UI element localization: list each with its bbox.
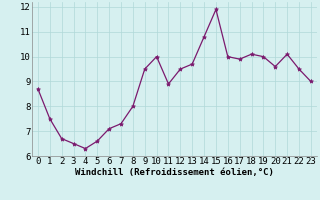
- X-axis label: Windchill (Refroidissement éolien,°C): Windchill (Refroidissement éolien,°C): [75, 168, 274, 177]
